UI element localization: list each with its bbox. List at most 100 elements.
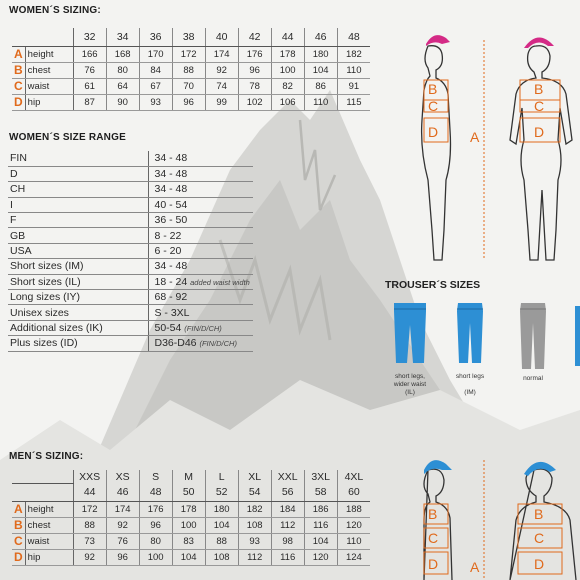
range-note: (FIN/D/CH)	[199, 339, 237, 349]
table-cell: 115	[336, 94, 371, 111]
table-cell: 100	[270, 62, 305, 79]
trouser-im-label: short legs (IM)	[455, 373, 485, 396]
womens-size-32: 32	[72, 28, 107, 47]
table-cell: 80	[138, 533, 173, 550]
table-cell: 172	[171, 46, 206, 63]
range-note: (FIN/D/CH)	[184, 323, 222, 333]
range-sizes: S - 3XL	[154, 306, 190, 319]
womens-size-36: 36	[138, 28, 173, 47]
range-sizes: 50-54	[154, 321, 182, 334]
table-cell: 188	[336, 501, 371, 518]
mens-size-number: 56	[270, 483, 305, 502]
table-cell: 104	[303, 533, 338, 550]
mens-size-number-row: 44 46 48 50 52 54 56 58 60	[12, 483, 371, 502]
table-row: D hip 87 90 93 96 99 102 106 110 115	[12, 94, 371, 111]
womens-size-40: 40	[204, 28, 239, 47]
trouser-il-icon	[394, 303, 426, 363]
table-row: C waist 61 64 67 70 74 78 82 86 91	[12, 78, 371, 95]
mens-size-letter: 3XL	[303, 470, 338, 483]
mens-size-letter: L	[204, 470, 239, 483]
trouser-normal-icon	[520, 303, 546, 369]
range-country: F	[8, 212, 148, 229]
table-cell: 93	[237, 533, 272, 550]
table-cell: 88	[204, 533, 239, 550]
womens-sizing-table: 32 34 36 38 40 42 44 46 48 A height 166 …	[12, 28, 371, 111]
men-measurement-figures: B C D A B C D	[400, 448, 580, 580]
table-cell: 90	[105, 94, 140, 111]
measure-label: chest	[25, 517, 74, 534]
men-letter-a: A	[470, 559, 480, 575]
table-cell: 120	[336, 517, 371, 534]
table-cell: 176	[237, 46, 272, 63]
table-cell: 182	[237, 501, 272, 518]
table-cell: 82	[270, 78, 305, 95]
table-cell: 184	[270, 501, 305, 518]
table-cell: 106	[270, 94, 305, 111]
table-cell: 88	[171, 62, 206, 79]
measure-letter: C	[12, 78, 26, 95]
table-cell: 176	[138, 501, 173, 518]
table-cell: 74	[204, 78, 239, 95]
table-cell: 91	[336, 78, 371, 95]
table-cell: 96	[237, 62, 272, 79]
mens-size-number: 50	[171, 483, 206, 502]
table-row: I 40 - 54	[8, 197, 253, 214]
table-cell: 92	[105, 517, 140, 534]
table-cell: 166	[72, 46, 107, 63]
table-row: Unisex sizes S - 3XL	[8, 304, 253, 321]
women-side-letter-c: C	[428, 98, 438, 114]
table-cell: 180	[303, 46, 338, 63]
table-cell: 78	[237, 78, 272, 95]
women-letter-a: A	[470, 129, 480, 145]
range-country: Short sizes (IL)	[8, 274, 148, 291]
table-row: FIN 34 - 48	[8, 151, 253, 167]
table-cell: 178	[171, 501, 206, 518]
men-front-letter-c: C	[534, 530, 544, 546]
table-cell: 64	[105, 78, 140, 95]
mens-size-letter: XXS	[72, 470, 107, 483]
mens-size-number: 58	[303, 483, 338, 502]
table-row: A height 172 174 176 178 180 182 184 186…	[12, 501, 371, 518]
table-cell: 168	[105, 46, 140, 63]
measure-label: waist	[25, 78, 74, 95]
table-cell: 67	[138, 78, 173, 95]
table-cell: 104	[171, 549, 206, 566]
range-country: D	[8, 166, 148, 183]
measure-label: hip	[25, 94, 74, 111]
table-cell: 124	[336, 549, 371, 566]
range-sizes: 34 - 48	[154, 168, 188, 181]
range-sizes: D36-D46	[154, 337, 197, 350]
range-country: I	[8, 197, 148, 214]
mens-size-number: 44	[72, 483, 107, 502]
measure-label: chest	[25, 62, 74, 79]
womens-size-44: 44	[270, 28, 305, 47]
measure-letter: A	[12, 46, 26, 63]
measure-label: height	[25, 501, 74, 518]
table-cell: 174	[204, 46, 239, 63]
table-row: Short sizes (IM) 34 - 48	[8, 258, 253, 275]
table-cell: 96	[138, 517, 173, 534]
woman-side-figure	[420, 45, 452, 261]
table-cell: 182	[336, 46, 371, 63]
range-country: CH	[8, 181, 148, 198]
range-sizes: 6 - 20	[154, 245, 182, 258]
women-side-letter-b: B	[428, 81, 437, 97]
table-row: A height 166 168 170 172 174 176 178 180…	[12, 46, 371, 63]
men-side-cap	[424, 460, 452, 474]
table-cell: 88	[72, 517, 107, 534]
table-cell: 102	[237, 94, 272, 111]
table-row: D 34 - 48	[8, 166, 253, 183]
table-row: Additional sizes (IK) 50-54 (FIN/D/CH)	[8, 320, 253, 337]
men-side-letter-b: B	[428, 506, 437, 522]
mens-size-letter: 4XL	[336, 470, 371, 483]
womens-size-range-title: WOMEN´S SIZE RANGE	[9, 132, 126, 143]
womens-size-38: 38	[171, 28, 206, 47]
range-sizes: 18 - 24	[154, 275, 188, 288]
table-row: D hip 92 96 100 104 108 112 116 120 124	[12, 549, 371, 566]
table-row: F 36 - 50	[8, 212, 253, 229]
table-cell: 93	[138, 94, 173, 111]
mens-size-letter-row: XXS XS S M L XL XXL 3XL 4XL	[12, 470, 371, 484]
range-sizes: 68 - 92	[154, 291, 188, 304]
trousers-title: TROUSER´S SIZES	[385, 279, 481, 291]
mens-size-number: 52	[204, 483, 239, 502]
